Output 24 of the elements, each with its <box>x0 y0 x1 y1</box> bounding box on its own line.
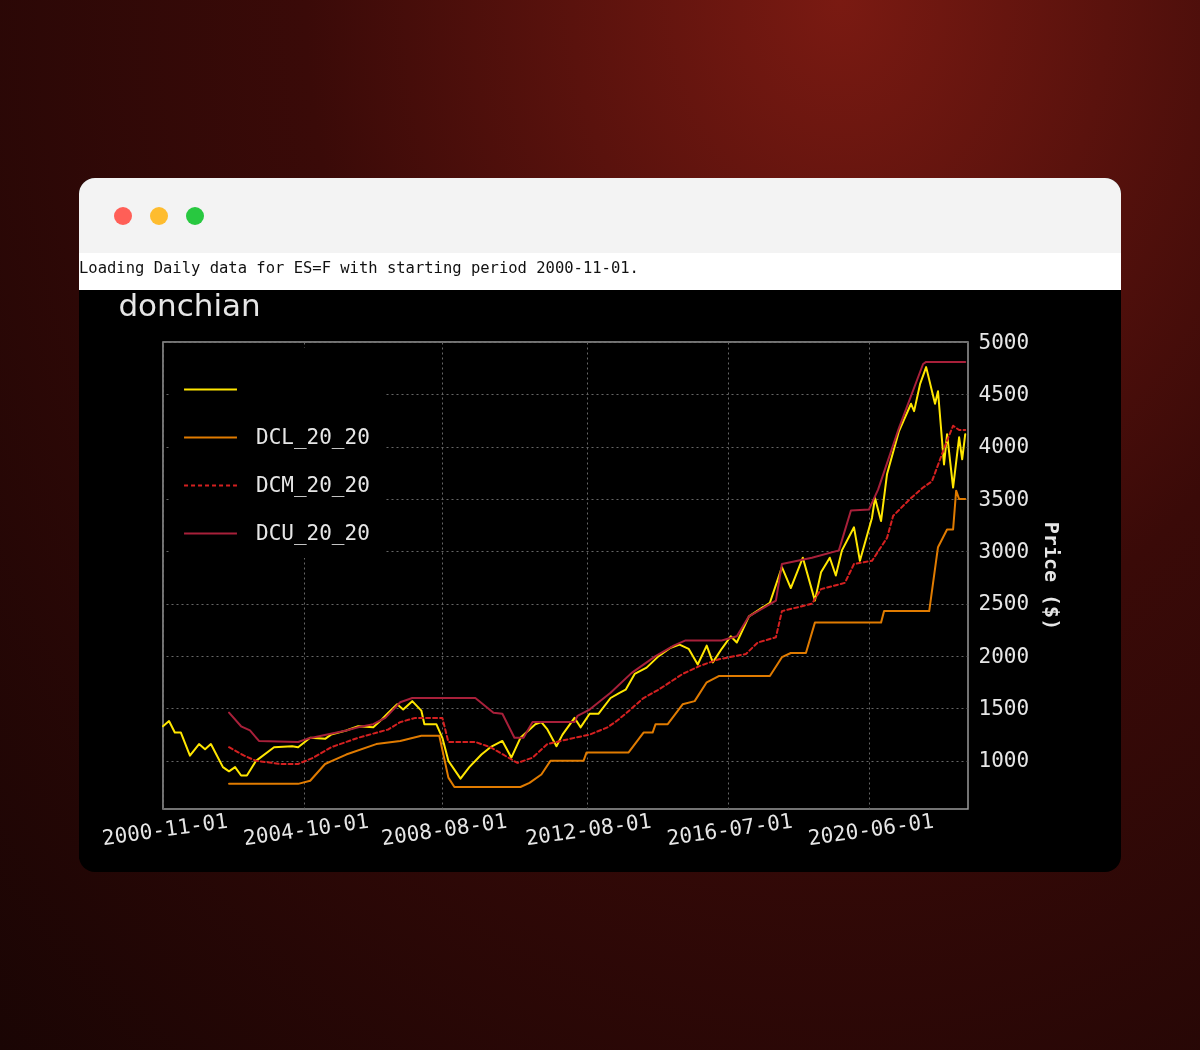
y-tick-label: 1000 <box>978 748 1030 773</box>
legend-label: DCU_20_20 <box>256 520 370 545</box>
x-tick-label: 2012-08-01 <box>524 808 653 851</box>
x-tick-label: 2020-06-01 <box>806 808 936 851</box>
x-tick-label: 2008-08-01 <box>379 808 509 851</box>
y-tick-label: 4500 <box>978 381 1030 406</box>
x-tick-label: 2000-11-01 <box>100 808 230 851</box>
y-axis-title: Price ($) <box>1040 521 1065 631</box>
text: Loading Daily data for ES=F with starting period 2000-11-01. <box>79 259 639 277</box>
legend-label: DCL_20_20 <box>256 424 370 449</box>
line-series <box>162 366 967 780</box>
y-tick-label: 3500 <box>978 486 1030 511</box>
x-tick-label: 2016-07-01 <box>665 808 794 851</box>
line-series <box>228 424 967 765</box>
legend-label: DCM_20_20 <box>256 472 370 497</box>
y-tick-label: 4000 <box>978 434 1030 459</box>
y-tick-label: 2000 <box>978 643 1030 668</box>
y-tick-label: 3000 <box>978 538 1030 563</box>
x-tick-label: 2004-10-01 <box>241 808 371 851</box>
y-tick-label: 1500 <box>978 695 1030 720</box>
y-tick-label: 2500 <box>978 591 1030 616</box>
chart-title: donchian <box>118 287 261 323</box>
line-series <box>228 360 967 743</box>
y-tick-label: 5000 <box>978 329 1030 354</box>
